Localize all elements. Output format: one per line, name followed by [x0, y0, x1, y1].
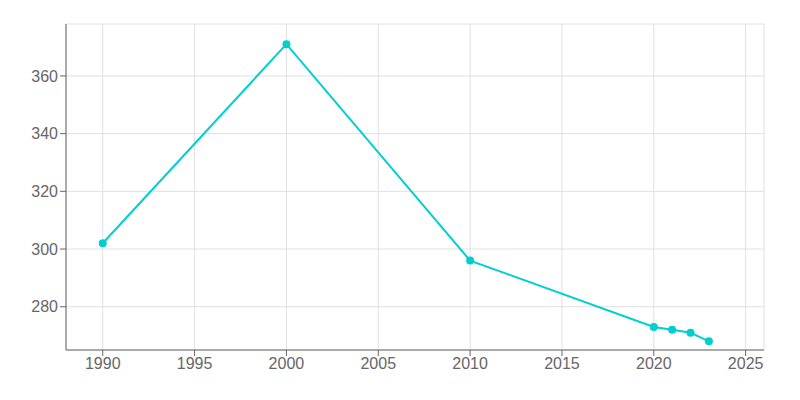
- svg-text:2005: 2005: [360, 355, 396, 372]
- svg-text:1990: 1990: [85, 355, 121, 372]
- svg-text:2015: 2015: [544, 355, 580, 372]
- svg-text:280: 280: [31, 298, 58, 315]
- svg-text:360: 360: [31, 68, 58, 85]
- svg-text:1995: 1995: [177, 355, 213, 372]
- svg-text:2010: 2010: [452, 355, 488, 372]
- svg-text:2020: 2020: [636, 355, 672, 372]
- svg-text:2025: 2025: [728, 355, 764, 372]
- svg-text:300: 300: [31, 241, 58, 258]
- svg-text:2000: 2000: [269, 355, 305, 372]
- svg-text:340: 340: [31, 125, 58, 142]
- svg-text:320: 320: [31, 183, 58, 200]
